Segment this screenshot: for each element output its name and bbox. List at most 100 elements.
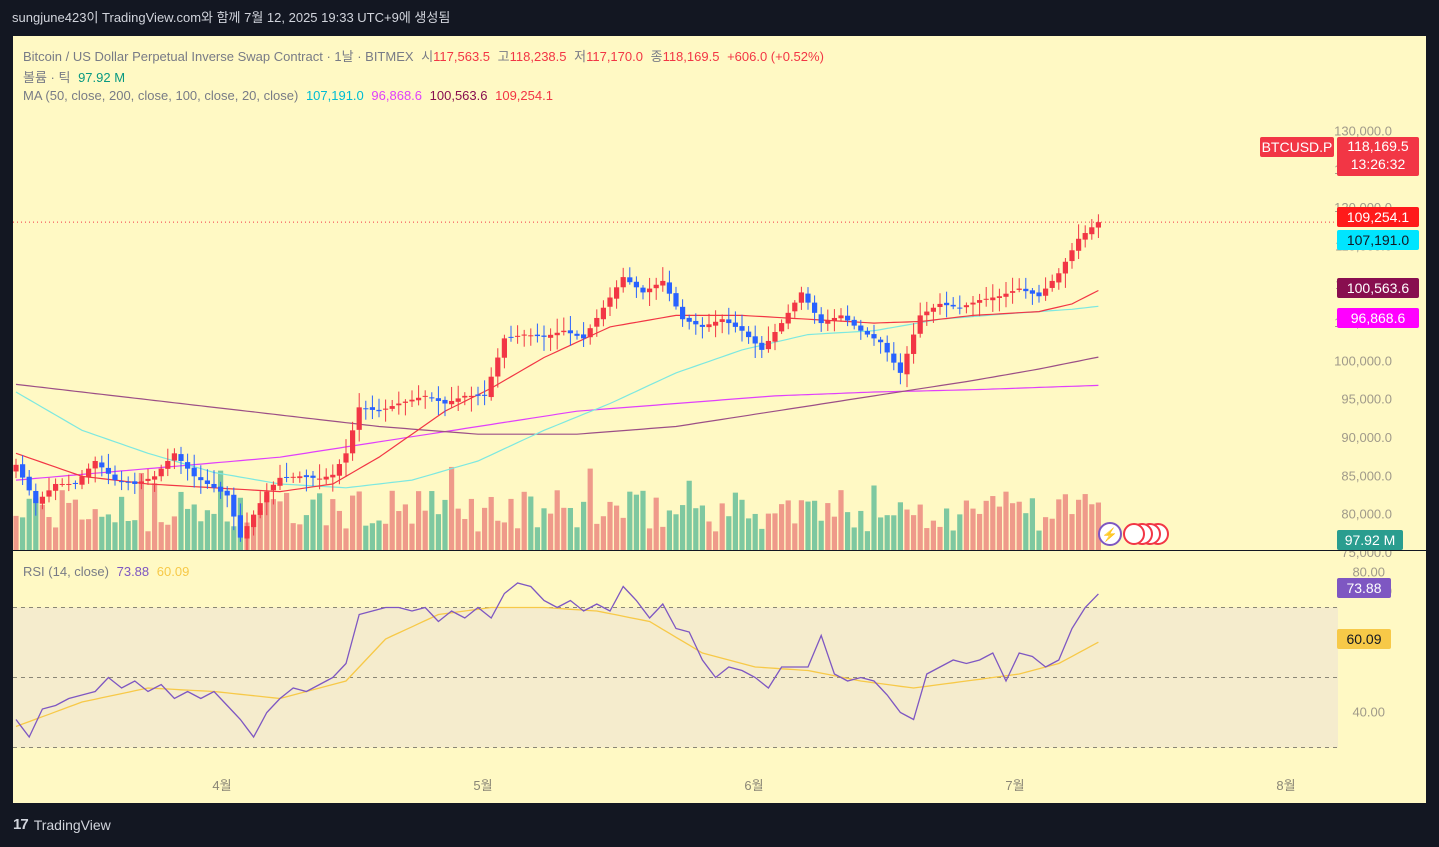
- candle-body: [812, 302, 818, 313]
- open-label: 시: [421, 49, 434, 64]
- symbol-badge-text: BTCUSD.P: [1262, 139, 1333, 155]
- volume-bar: [508, 498, 514, 550]
- candle-body: [204, 480, 210, 484]
- candle-body: [706, 324, 712, 328]
- candle-body: [1036, 292, 1042, 297]
- share-caption: sungjune423이 TradingView.com와 함께 7월 12, …: [12, 10, 451, 25]
- volume-bar: [488, 496, 494, 550]
- time-tick-label: 5월: [473, 778, 492, 793]
- candle-body: [482, 394, 488, 396]
- candle-body: [218, 486, 224, 492]
- rsi-label[interactable]: RSI (14, close): [23, 564, 109, 579]
- rsi-badge-text: 73.88: [1346, 580, 1381, 596]
- volume-bar: [389, 490, 395, 550]
- volume-bar: [297, 524, 303, 550]
- candle-body: [1043, 288, 1049, 296]
- candle-body: [270, 484, 276, 491]
- volume-bar: [59, 490, 65, 550]
- candle-body: [574, 333, 580, 336]
- candle-body: [567, 330, 573, 334]
- candle-body: [138, 481, 144, 484]
- candle-body: [620, 277, 626, 288]
- candle-body: [237, 515, 243, 538]
- volume-bar: [904, 509, 910, 550]
- candle-body: [561, 330, 567, 333]
- volume-bar: [739, 499, 745, 550]
- volume-bar: [911, 515, 917, 550]
- tradingview-logo[interactable]: 17 TradingView: [13, 816, 111, 833]
- price-badges: BTCUSD.P 118,169.5 13:26:32 109,254.1 107,19…: [1098, 137, 1419, 649]
- volume-label[interactable]: 볼륨 · 틱: [23, 70, 71, 85]
- volume-bar: [92, 509, 98, 550]
- pane-divider[interactable]: [13, 550, 1426, 551]
- candle-body: [917, 315, 923, 334]
- volume-bar: [53, 527, 59, 550]
- chart-svg[interactable]: 130,000.0125,000.0120,000.0115,000.0110,…: [13, 36, 1426, 803]
- volume-bar: [165, 524, 171, 550]
- candle-body: [594, 317, 600, 327]
- chart-area[interactable]: 130,000.0125,000.0120,000.0115,000.0110,…: [13, 36, 1426, 803]
- volume-bar: [864, 531, 870, 550]
- volume-bar: [482, 507, 488, 550]
- rsi-pane: [13, 582, 1338, 748]
- candle-body: [548, 334, 554, 338]
- ma200-line: [15, 384, 1099, 481]
- candle-body: [719, 319, 725, 322]
- candle-body: [587, 328, 593, 338]
- candle-body: [1016, 288, 1022, 290]
- volume-bar: [673, 514, 679, 550]
- volume-bar: [752, 513, 758, 550]
- symbol-title[interactable]: Bitcoin / US Dollar Perpetual Inverse Sw…: [23, 49, 414, 64]
- candle-body: [963, 305, 969, 308]
- high-label: 고: [497, 49, 510, 64]
- candle-body: [1095, 222, 1101, 228]
- volume-bar: [1010, 503, 1016, 550]
- volume-bar: [1029, 498, 1035, 550]
- candle-body: [310, 475, 316, 478]
- volume-bar: [713, 531, 719, 550]
- volume-bar: [521, 491, 527, 550]
- price-badge: 118,169.5 13:26:32: [1337, 137, 1419, 176]
- candle-body: [330, 474, 336, 478]
- volume-bar: [112, 522, 118, 550]
- candle-body: [33, 490, 39, 504]
- rsi-line: [15, 582, 1099, 739]
- candle-body: [165, 460, 171, 469]
- ma-label[interactable]: MA (50, close, 200, close, 100, close, 2…: [23, 88, 299, 103]
- candle-body: [884, 342, 890, 353]
- ma100-badge: 100,563.6: [1337, 278, 1419, 298]
- candle-body: [1089, 227, 1095, 235]
- volume-bar: [779, 504, 785, 550]
- candle-body: [59, 483, 65, 485]
- candle-body: [277, 477, 283, 486]
- candle-body: [495, 357, 501, 377]
- volume-bar: [587, 468, 593, 550]
- rsi-legend: RSI (14, close) 73.88 60.09: [23, 564, 193, 579]
- volume-bar: [152, 483, 158, 550]
- volume-bar: [125, 520, 131, 550]
- volume-bar: [66, 502, 72, 550]
- volume-bar: [198, 521, 204, 550]
- candle-body: [878, 339, 884, 343]
- candle-body: [660, 280, 666, 286]
- candle-body: [1010, 291, 1016, 293]
- volume-badge: 97.92 M: [1337, 530, 1403, 550]
- ma200-badge: 96,868.6: [1337, 308, 1419, 328]
- volume-bar: [686, 480, 692, 550]
- candle-body: [904, 353, 910, 375]
- volume-bar: [79, 519, 85, 550]
- volume-bar: [693, 508, 699, 550]
- volume-bar: [957, 514, 963, 550]
- price-tick-label: 85,000.0: [1341, 468, 1392, 483]
- candle-body: [416, 397, 422, 401]
- volume-bar: [548, 513, 554, 550]
- candle-body: [686, 317, 692, 322]
- ma20-badge-box: [1337, 207, 1419, 227]
- candle-body: [673, 293, 679, 307]
- volume-bar: [429, 491, 435, 550]
- candle-body: [792, 302, 798, 312]
- volume-bar: [178, 491, 184, 550]
- volume-bar: [303, 515, 309, 550]
- volume-bar: [574, 527, 580, 550]
- candle-body: [858, 325, 864, 331]
